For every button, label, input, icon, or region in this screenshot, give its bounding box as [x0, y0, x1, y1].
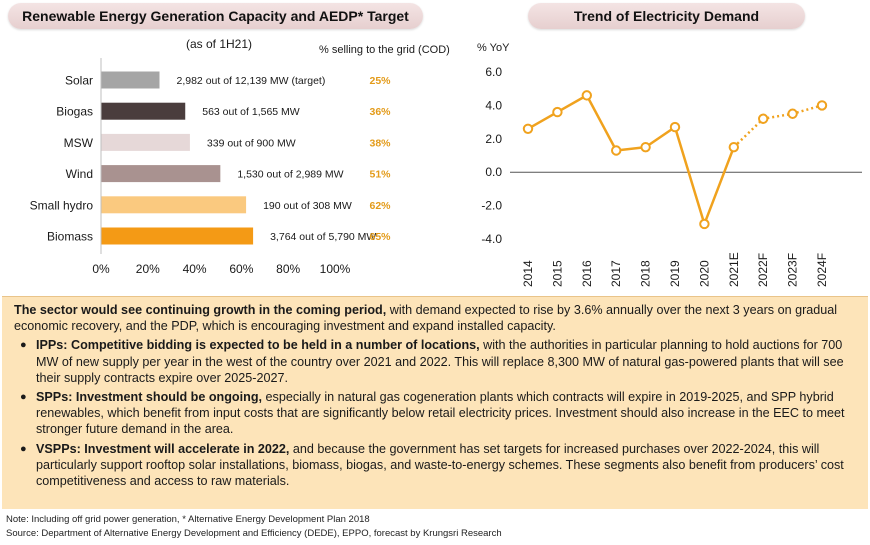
capacity-bar [101, 102, 186, 120]
bullet-ipps: IPPs: Competitive bidding is expected to… [20, 337, 856, 386]
demand-point [581, 90, 593, 101]
x-tick-label: 2021E [727, 252, 741, 287]
y-tick-label: 4.0 [485, 98, 502, 112]
right-chart-title: Trend of Electricity Demand [528, 3, 805, 29]
pct-value-label: 36% [369, 106, 391, 118]
demand-point [640, 141, 651, 153]
x-tick-label: 100% [320, 262, 351, 276]
x-tick-label: 2020 [697, 260, 711, 287]
capacity-bar [101, 196, 247, 214]
demand-point [728, 141, 739, 153]
demand-forecast-line [732, 104, 823, 149]
demand-point [699, 218, 710, 230]
bullet-spps: SPPs: Investment should be ongoing, espe… [20, 389, 856, 438]
capacity-bar [101, 71, 160, 89]
bullet-vspps-bold: VSPPs: Investment will accelerate in 202… [36, 441, 290, 456]
demand-line-chart: 6.0 4.0 2.0 0.0 -2.0 -4.0 2014 2015 2016 2017 2018… [481, 65, 862, 287]
x-tick-label: 2014 [521, 260, 535, 287]
pct-value-label: 25% [369, 75, 391, 87]
category-label: Small hydro [30, 198, 94, 212]
x-tick-label: 80% [276, 262, 300, 276]
capacity-annotation: 563 out of 1,565 MW [202, 106, 300, 118]
capacity-bar [101, 227, 254, 245]
x-tick-label: 40% [183, 262, 207, 276]
demand-point [522, 123, 534, 134]
category-label: MSW [64, 136, 94, 150]
footer-source: Source: Department of Alternative Energy… [6, 528, 502, 539]
capacity-annotation: 3,764 out of 5,790 MW [270, 231, 376, 243]
capacity-bar [101, 165, 221, 183]
pct-value-label: 38% [369, 137, 391, 149]
y-tick-label: -4.0 [481, 232, 502, 246]
x-tick-label: 2024F [815, 253, 829, 287]
bullet-vspps: VSPPs: Investment will accelerate in 202… [20, 441, 856, 490]
demand-point [787, 108, 798, 119]
bullet-spps-bold: SPPs: Investment should be ongoing, [36, 390, 263, 405]
x-tick-label: 2018 [639, 260, 653, 287]
category-label: Biogas [56, 105, 93, 119]
summary-intro-text: with demand expected to rise by 3.6% ann… [14, 303, 838, 334]
capacity-annotation: 2,982 out of 12,139 MW (target) [177, 75, 326, 87]
x-tick-label: 2022F [756, 253, 770, 287]
demand-point [758, 113, 769, 124]
capacity-bar-chart: Solar 2,982 out of 12,139 MW (target) 25% B… [30, 58, 391, 276]
category-label: Solar [65, 74, 93, 88]
x-tick-label: 2023F [786, 253, 800, 287]
left-chart-title: Renewable Energy Generation Capacity and… [8, 3, 423, 29]
pct-value-label: 62% [369, 200, 391, 212]
y-tick-label: 2.0 [485, 132, 502, 146]
y-tick-label: 0.0 [485, 165, 502, 179]
x-tick-label: 0% [92, 262, 110, 276]
pct-value-label: 65% [369, 231, 391, 243]
pct-value-label: 51% [369, 169, 391, 181]
capacity-bar [101, 133, 190, 151]
y-tick-label: 6.0 [485, 65, 502, 79]
pct-header: % selling to the grid (COD) [319, 44, 450, 56]
y-tick-label: -2.0 [481, 199, 502, 213]
category-label: Wind [66, 167, 93, 181]
capacity-annotation: 339 out of 900 MW [207, 137, 296, 149]
summary-intro-bold: The sector would see continuing growth i… [14, 303, 387, 317]
x-tick-label: 2019 [668, 260, 682, 287]
demand-point [669, 121, 681, 133]
category-label: Biomass [47, 230, 93, 244]
bullet-ipps-bold: IPPs: Competitive bidding is expected to… [36, 338, 480, 353]
x-tick-label: 20% [136, 262, 160, 276]
x-tick-label: 2016 [580, 260, 594, 287]
capacity-annotation: 1,530 out of 2,989 MW [237, 169, 343, 181]
demand-point [552, 106, 563, 118]
x-tick-label: 2015 [550, 260, 564, 287]
footer-note: Note: Including off grid power generatio… [6, 514, 370, 525]
demand-point [611, 145, 622, 156]
capacity-annotation: 190 out of 308 MW [263, 200, 352, 212]
demand-actual-line [527, 94, 735, 226]
demand-y-axis-label: % YoY [477, 42, 510, 54]
summary-bullets: IPPs: Competitive bidding is expected to… [14, 337, 856, 489]
left-chart-subtitle: (as of 1H21) [186, 37, 253, 51]
bullet-ipps-text: with the authorities in particular plann… [36, 338, 844, 385]
bullet-spps-text: especially in natural gas cogeneration p… [36, 390, 845, 437]
bullet-vspps-text: and because the government has set targe… [36, 441, 844, 489]
summary-intro: The sector would see continuing growth i… [14, 302, 856, 334]
x-tick-label: 2017 [609, 260, 623, 287]
summary-box: The sector would see continuing growth i… [2, 296, 868, 509]
demand-point [816, 100, 828, 111]
x-tick-label: 60% [229, 262, 253, 276]
